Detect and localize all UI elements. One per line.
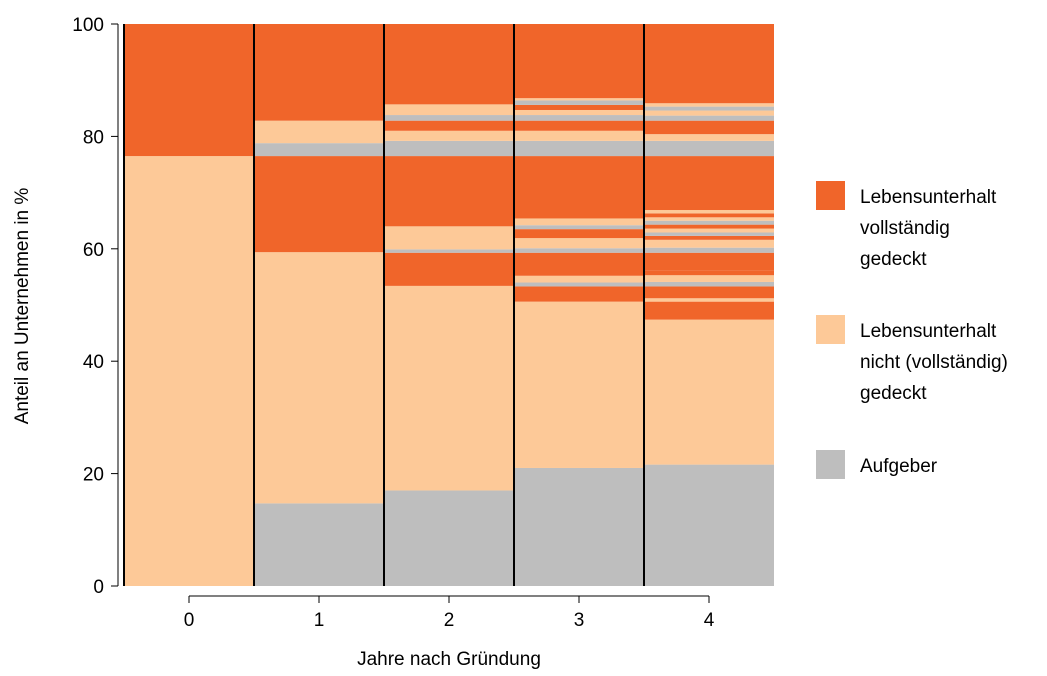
- bar-segment-4-11-covered: [644, 235, 774, 240]
- bar-segment-3-16-not-covered: [514, 109, 644, 116]
- bar-segment-3-19-not-covered: [514, 98, 644, 101]
- bar-segment-4-16-not-covered: [644, 217, 774, 221]
- bar-segment-4-22-covered: [644, 120, 774, 135]
- bar-segment-3-9-dropout: [514, 225, 644, 230]
- bar-segment-0-0-not-covered: [124, 156, 254, 586]
- x-tick-label-1: 1: [314, 610, 325, 631]
- bar-segment-4-20-dropout: [644, 140, 774, 157]
- bar-segment-4-24-not-covered: [644, 110, 774, 116]
- bar-segment-3-11-covered: [514, 156, 644, 219]
- bar-segment-3-0-dropout: [514, 467, 644, 586]
- bar-segment-2-11-covered: [384, 24, 514, 105]
- bar-segment-4-13-not-covered: [644, 228, 774, 233]
- bar-segment-4-15-dropout: [644, 220, 774, 225]
- bar-segment-4-27-covered: [644, 24, 774, 104]
- y-axis-title: Anteil an Unternehmen in %: [12, 188, 33, 425]
- bar-segment-4-8-covered: [644, 252, 774, 271]
- bar-segment-4-10-not-covered: [644, 239, 774, 248]
- bar-segment-2-9-dropout: [384, 115, 514, 121]
- bar-segment-2-3-dropout: [384, 249, 514, 253]
- legend: Lebensunterhalt vollständig gedeckt Lebensu…: [816, 181, 1008, 479]
- bar-segment-4-1-not-covered: [644, 319, 774, 465]
- y-tick-label-20: 20: [83, 465, 104, 486]
- legend-label-not-covered-line-1: nicht (vollständig): [860, 352, 1008, 373]
- bar-segment-4-25-dropout: [644, 106, 774, 111]
- bar-segment-3-1-not-covered: [514, 301, 644, 468]
- bar-segment-1-2-covered: [254, 156, 384, 253]
- bar-segment-3-3-dropout: [514, 282, 644, 287]
- bar-segment-3-8-covered: [514, 229, 644, 239]
- bar-segment-4-12-dropout: [644, 232, 774, 236]
- legend-label-covered-line-2: gedeckt: [860, 249, 927, 270]
- bar-segment-1-4-not-covered: [254, 120, 384, 144]
- x-tick-label-2: 2: [444, 610, 455, 631]
- bar-segment-3-20-covered: [514, 24, 644, 99]
- bar-segment-2-5-covered: [384, 156, 514, 227]
- bar-segment-1-0-dropout: [254, 503, 384, 586]
- bar-segment-4-19-covered: [644, 156, 774, 211]
- legend-swatch-not-covered: [816, 315, 845, 344]
- bar-segment-4-18-not-covered: [644, 210, 774, 214]
- y-axis: 0 20 40 60 80 100: [72, 15, 119, 598]
- x-axis-title: Jahre nach Gründung: [357, 649, 541, 670]
- bar-segment-2-2-covered: [384, 252, 514, 286]
- bar-segment-2-0-dropout: [384, 490, 514, 586]
- y-tick-label-80: 80: [83, 127, 104, 148]
- bar-segment-2-7-not-covered: [384, 130, 514, 141]
- x-axis-ticks: 0 1 2 3 4: [184, 595, 715, 631]
- legend-swatch-covered: [816, 181, 845, 210]
- bar-segment-4-0-dropout: [644, 464, 774, 586]
- bar-segment-3-7-not-covered: [514, 238, 644, 249]
- y-tick-label-0: 0: [93, 577, 104, 598]
- bar-segment-4-5-dropout: [644, 281, 774, 287]
- bar-segment-4-4-covered: [644, 286, 774, 299]
- y-tick-label-40: 40: [83, 352, 104, 373]
- x-tick-label-4: 4: [704, 610, 715, 631]
- bar-segment-3-10-not-covered: [514, 218, 644, 226]
- bar-segment-4-7-covered: [644, 270, 774, 276]
- bar-segment-3-15-dropout: [514, 115, 644, 121]
- bar-segment-4-9-dropout: [644, 247, 774, 253]
- bar-segment-4-23-dropout: [644, 115, 774, 121]
- bar-segment-4-2-covered: [644, 301, 774, 320]
- legend-swatch-dropout: [816, 450, 845, 479]
- bar-segment-3-14-covered: [514, 120, 644, 131]
- bar-segment-0-1-covered: [124, 24, 254, 157]
- bar-segment-4-21-not-covered: [644, 134, 774, 141]
- bar-segment-4-14-covered: [644, 224, 774, 229]
- bar-segment-4-26-not-covered: [644, 103, 774, 107]
- bar-segment-2-1-not-covered: [384, 285, 514, 491]
- y-tick-label-60: 60: [83, 240, 104, 261]
- y-tick-label-100: 100: [72, 15, 104, 36]
- bar-segment-1-5-covered: [254, 24, 384, 121]
- bar-segment-2-10-not-covered: [384, 104, 514, 116]
- x-tick-label-3: 3: [574, 610, 585, 631]
- legend-label-dropout-line-0: Aufgeber: [860, 456, 938, 477]
- legend-label-not-covered-line-2: gedeckt: [860, 383, 927, 404]
- bar-segment-2-8-covered: [384, 120, 514, 131]
- bar-segment-3-5-covered: [514, 252, 644, 276]
- bar-segment-3-2-covered: [514, 286, 644, 302]
- bar-segment-1-3-dropout: [254, 143, 384, 157]
- bars-group: [124, 24, 774, 586]
- legend-label-covered-line-1: vollständig: [860, 218, 950, 239]
- bar-segment-4-3-not-covered: [644, 298, 774, 302]
- bar-segment-1-1-not-covered: [254, 252, 384, 504]
- bar-dividers: [123, 24, 645, 586]
- bar-segment-2-4-not-covered: [384, 226, 514, 250]
- bar-segment-3-6-dropout: [514, 248, 644, 253]
- bar-segment-3-4-not-covered: [514, 275, 644, 283]
- legend-label-not-covered-line-0: Lebensunterhalt: [860, 321, 997, 342]
- bar-segment-4-17-covered: [644, 213, 774, 218]
- bar-segment-3-13-not-covered: [514, 130, 644, 141]
- bar-segment-4-6-not-covered: [644, 275, 774, 282]
- bar-segment-3-18-dropout: [514, 100, 644, 105]
- bar-segment-3-17-covered: [514, 104, 644, 110]
- x-tick-label-0: 0: [184, 610, 195, 631]
- legend-label-covered-line-0: Lebensunterhalt: [860, 187, 997, 208]
- bar-segment-2-6-dropout: [384, 140, 514, 157]
- bar-segment-3-12-dropout: [514, 140, 644, 157]
